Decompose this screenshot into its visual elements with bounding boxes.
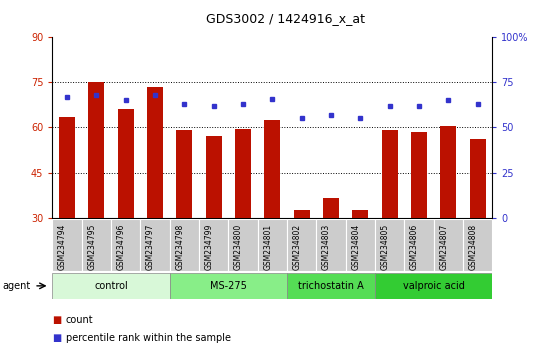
- Bar: [52, 219, 81, 271]
- Bar: [176, 131, 192, 218]
- Bar: [59, 117, 75, 218]
- Text: GSM234798: GSM234798: [175, 224, 184, 270]
- Bar: [433, 219, 463, 271]
- Bar: [228, 219, 257, 271]
- Text: valproic acid: valproic acid: [403, 281, 465, 291]
- Text: GSM234807: GSM234807: [439, 224, 448, 270]
- Bar: [169, 273, 287, 299]
- Bar: [147, 87, 163, 218]
- Text: GSM234801: GSM234801: [263, 224, 272, 270]
- Bar: [382, 131, 398, 218]
- Bar: [375, 273, 492, 299]
- Text: GSM234795: GSM234795: [87, 224, 96, 270]
- Bar: [206, 137, 222, 218]
- Bar: [169, 219, 199, 271]
- Text: control: control: [94, 281, 128, 291]
- Text: trichostatin A: trichostatin A: [298, 281, 364, 291]
- Text: GSM234796: GSM234796: [117, 224, 125, 270]
- Bar: [52, 273, 169, 299]
- Bar: [375, 219, 404, 271]
- Bar: [440, 126, 456, 218]
- Text: GDS3002 / 1424916_x_at: GDS3002 / 1424916_x_at: [206, 12, 365, 25]
- Text: GSM234794: GSM234794: [58, 224, 67, 270]
- Text: agent: agent: [3, 281, 31, 291]
- Bar: [404, 219, 433, 271]
- Bar: [111, 219, 140, 271]
- Text: GSM234800: GSM234800: [234, 224, 243, 270]
- Bar: [316, 219, 345, 271]
- Bar: [118, 109, 134, 218]
- Bar: [352, 210, 368, 218]
- Bar: [323, 198, 339, 218]
- Bar: [287, 273, 375, 299]
- Bar: [88, 82, 104, 218]
- Bar: [235, 129, 251, 218]
- Bar: [199, 219, 228, 271]
- Text: count: count: [66, 315, 94, 325]
- Bar: [470, 139, 486, 218]
- Text: GSM234806: GSM234806: [410, 224, 419, 270]
- Bar: [463, 219, 492, 271]
- Text: GSM234805: GSM234805: [381, 224, 389, 270]
- Bar: [345, 219, 375, 271]
- Text: MS-275: MS-275: [210, 281, 247, 291]
- Text: ■: ■: [52, 315, 62, 325]
- Bar: [411, 132, 427, 218]
- Text: GSM234802: GSM234802: [293, 224, 301, 270]
- Bar: [140, 219, 169, 271]
- Bar: [294, 210, 310, 218]
- Bar: [81, 219, 111, 271]
- Bar: [287, 219, 316, 271]
- Text: GSM234808: GSM234808: [469, 224, 477, 270]
- Text: GSM234799: GSM234799: [205, 224, 213, 270]
- Text: GSM234797: GSM234797: [146, 224, 155, 270]
- Bar: [257, 219, 287, 271]
- Text: GSM234804: GSM234804: [351, 224, 360, 270]
- Bar: [264, 120, 280, 218]
- Text: GSM234803: GSM234803: [322, 224, 331, 270]
- Text: percentile rank within the sample: percentile rank within the sample: [66, 333, 231, 343]
- Text: ■: ■: [52, 333, 62, 343]
